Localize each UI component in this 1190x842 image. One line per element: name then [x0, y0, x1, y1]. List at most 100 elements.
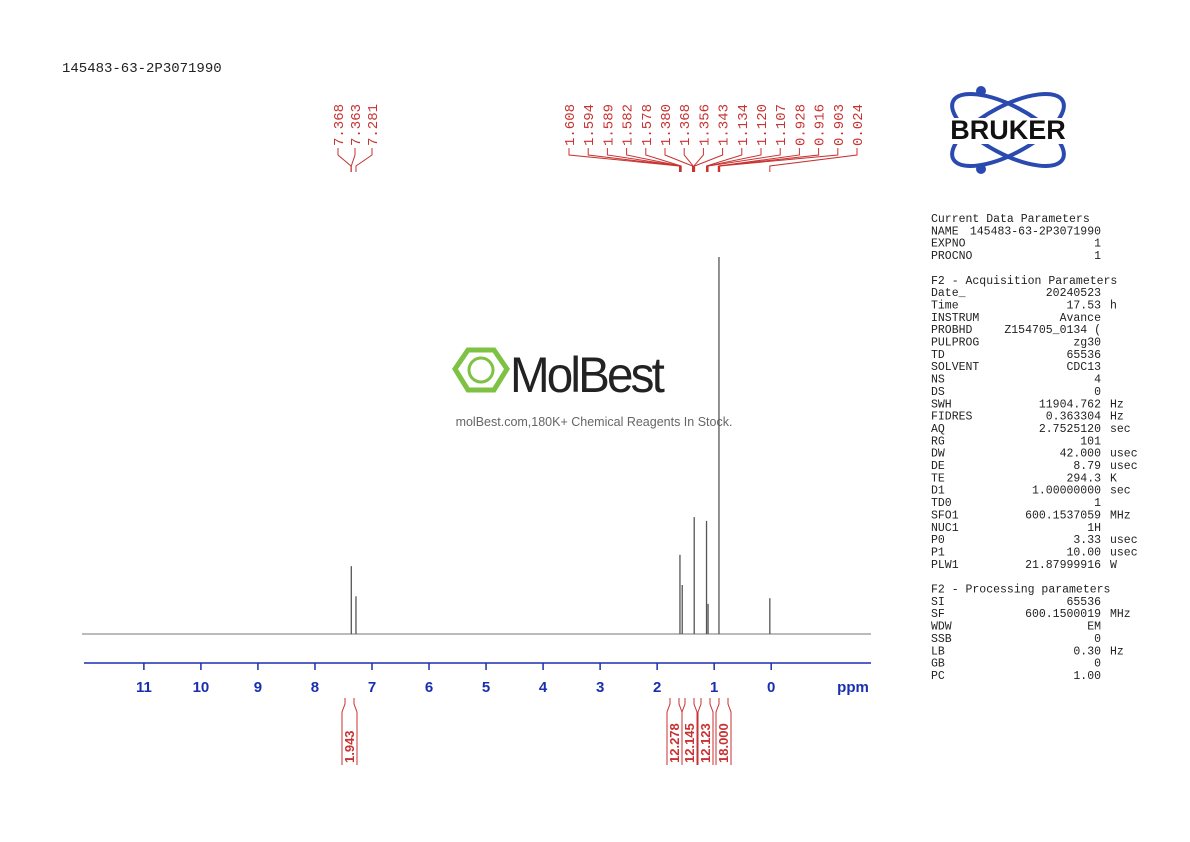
param-value: 1: [1094, 497, 1101, 510]
x-tick-label: 4: [539, 679, 548, 696]
peak-label: 0.928: [793, 104, 809, 146]
param-value: 3.33: [1073, 534, 1101, 547]
param-name: AQ: [931, 423, 945, 436]
peak-label: 1.589: [601, 104, 617, 146]
param-name: TD: [931, 349, 945, 362]
logo-backdrop: [924, 118, 1092, 144]
integral-bracket: [709, 698, 714, 765]
param-section-title: F2 - Processing parameters: [931, 584, 1110, 597]
param-section-title: Current Data Parameters: [931, 213, 1090, 226]
param-name: P1: [931, 546, 945, 559]
integral-label: 1.943: [342, 730, 357, 763]
param-value: 600.1537059: [1025, 509, 1101, 522]
param-name: DW: [931, 448, 945, 461]
param-value: 0: [1094, 633, 1101, 646]
param-name: RG: [931, 435, 945, 448]
param-value: 294.3: [1066, 472, 1101, 485]
param-unit: usec: [1110, 460, 1138, 473]
peak-label-connector: [568, 148, 680, 172]
integral-bracket: [666, 698, 671, 765]
peak-label-connector: [664, 148, 693, 172]
param-value: 11904.762: [1039, 398, 1101, 411]
param-value: Avance: [1060, 312, 1102, 325]
param-unit: MHz: [1110, 608, 1131, 621]
param-name: SWH: [931, 398, 952, 411]
param-name: P0: [931, 534, 945, 547]
peak-label-connector: [706, 148, 762, 172]
x-tick-label: 11: [136, 679, 152, 696]
param-value: 0: [1094, 386, 1101, 399]
watermark-brand: MolBest: [510, 347, 665, 403]
param-unit: usec: [1110, 448, 1138, 461]
param-unit: Hz: [1110, 645, 1124, 658]
param-value: zg30: [1073, 337, 1101, 350]
peak-label: 1.608: [563, 104, 579, 146]
x-tick-label: 8: [311, 679, 319, 696]
param-name: WDW: [931, 621, 952, 634]
peak-label: 1.380: [659, 104, 675, 146]
peak-label: 0.916: [813, 104, 829, 146]
peak-label: 1.134: [736, 104, 752, 146]
peak-label-connector: [693, 148, 704, 172]
param-unit: MHz: [1110, 509, 1131, 522]
param-name: PROBHD: [931, 324, 973, 337]
param-unit: Hz: [1110, 411, 1124, 424]
sample-title: 145483-63-2P3071990: [62, 61, 222, 77]
param-name: TE: [931, 472, 945, 485]
param-name: SFO1: [931, 509, 959, 522]
x-tick-label: 10: [193, 679, 210, 696]
param-name: NUC1: [931, 522, 959, 535]
integral-label: 18.000: [716, 723, 731, 763]
watermark-hexagon: [452, 347, 510, 393]
integral-bracket: [693, 698, 698, 765]
peak-label-connector: [645, 148, 682, 172]
peak-label-connector: [350, 148, 356, 172]
param-value: 17.53: [1066, 299, 1101, 312]
watermark-tagline: molBest.com,180K+ Chemical Reagents In S…: [456, 415, 733, 429]
peak-label-connector: [719, 148, 839, 172]
peak-label-connector: [706, 148, 743, 172]
param-name: PLW1: [931, 559, 959, 572]
integral-bracket: [353, 698, 358, 765]
x-tick-label: 7: [368, 679, 376, 696]
integral-bracket: [681, 698, 686, 765]
param-value: 42.000: [1060, 448, 1102, 461]
x-tick-label: 2: [653, 679, 661, 696]
peak-label-connector: [683, 148, 694, 172]
x-tick-label: 3: [596, 679, 604, 696]
param-unit: W: [1110, 559, 1117, 572]
integral-label: 12.145: [682, 723, 697, 763]
x-tick-label: 0: [767, 679, 775, 696]
param-unit: K: [1110, 472, 1117, 485]
param-value: Z154705_0134 (: [1004, 324, 1101, 337]
param-name: SOLVENT: [931, 361, 979, 374]
x-axis-label: ppm: [837, 679, 869, 696]
peak-label-connector: [707, 148, 781, 172]
param-value: 4: [1094, 374, 1101, 387]
integral-label: 12.278: [667, 723, 682, 763]
integral-bracket: [715, 698, 720, 765]
param-name: Date_: [931, 287, 966, 300]
param-value: 1H: [1087, 522, 1101, 535]
param-value: 101: [1080, 435, 1101, 448]
peak-label: 1.368: [678, 104, 694, 146]
param-name: INSTRUM: [931, 312, 979, 325]
param-value: 65536: [1066, 596, 1101, 609]
param-section-title: F2 - Acquisition Parameters: [931, 275, 1117, 288]
integral-label: 12.123: [698, 723, 713, 763]
watermark: MolBest molBest.com,180K+ Chemical Reage…: [452, 347, 733, 429]
peak-label-connector: [587, 148, 681, 172]
param-name: PC: [931, 670, 945, 683]
param-value: 2.7525120: [1039, 423, 1101, 436]
peak-label-connector: [694, 148, 724, 172]
param-unit: usec: [1110, 534, 1138, 547]
peak-label: 7.281: [366, 104, 382, 146]
peak-label: 0.903: [832, 104, 848, 146]
peak-label-connector: [718, 148, 820, 172]
param-value: 8.79: [1073, 460, 1101, 473]
x-tick-label: 1: [710, 679, 718, 696]
param-name: LB: [931, 645, 945, 658]
x-tick-label: 6: [425, 679, 433, 696]
param-value: EM: [1087, 621, 1101, 634]
